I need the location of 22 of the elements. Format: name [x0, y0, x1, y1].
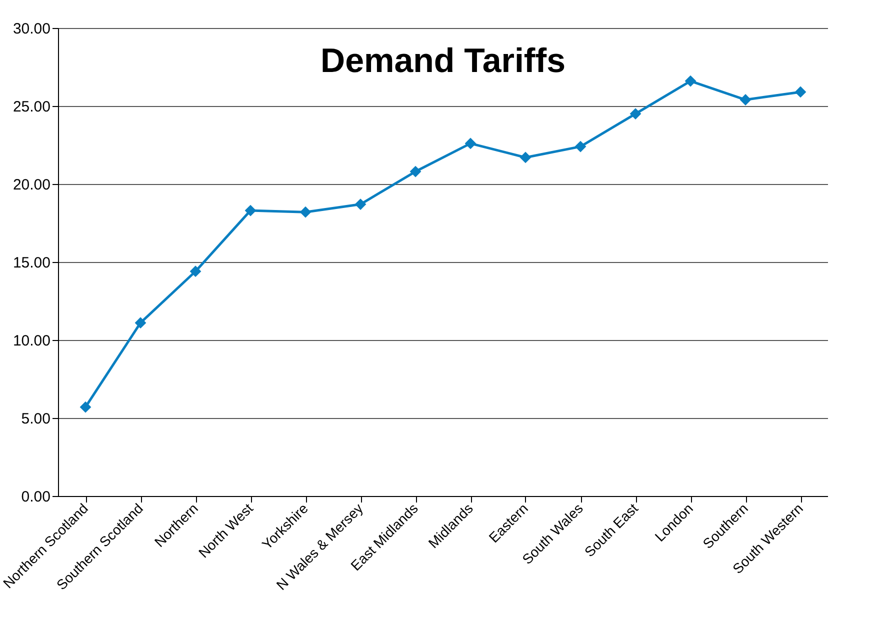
point	[410, 166, 422, 178]
y-tick-label: 20.00	[12, 176, 50, 194]
y-tick-label: 10.00	[12, 332, 50, 350]
point	[354, 198, 366, 210]
point	[464, 138, 476, 150]
chart-title: Demand Tariffs	[320, 42, 566, 80]
y-tick-label: 0.00	[21, 488, 50, 506]
point	[794, 86, 806, 98]
y-tick-label: 30.00	[12, 20, 50, 38]
y-tick-label: 25.00	[12, 98, 50, 116]
y-tick-label: 5.00	[21, 410, 50, 428]
point	[190, 266, 202, 278]
point	[574, 140, 586, 152]
point	[134, 317, 146, 329]
point	[630, 108, 642, 120]
point	[520, 152, 532, 164]
point	[300, 206, 312, 218]
point	[80, 401, 92, 413]
point	[740, 94, 752, 106]
point	[244, 204, 256, 216]
point	[684, 75, 696, 87]
y-tick-label: 15.00	[12, 254, 50, 272]
